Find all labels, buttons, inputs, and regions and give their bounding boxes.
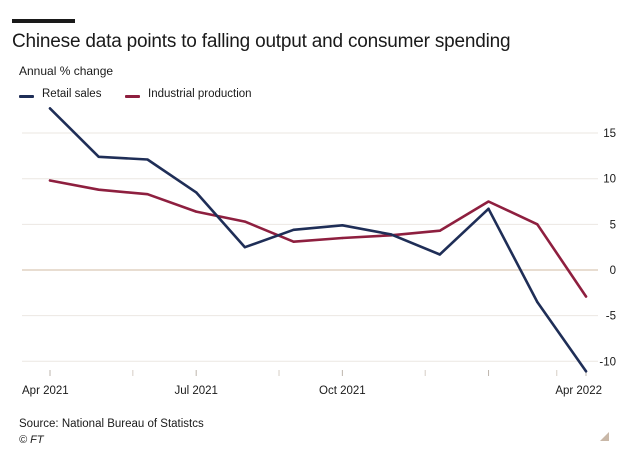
y-tick-label: 5 (610, 219, 616, 231)
data-point-industrial-production (341, 236, 344, 240)
data-point-retail-sales (584, 370, 588, 373)
grid-layer (22, 132, 598, 362)
data-point-retail-sales (341, 224, 344, 227)
x-tick-label: Apr 2021 (22, 385, 69, 397)
data-point-retail-sales (389, 233, 393, 236)
top-accent-rule (12, 19, 75, 23)
data-point-retail-sales (48, 107, 52, 110)
data-point-industrial-production (487, 200, 490, 203)
y-tick-label: 15 (603, 128, 616, 140)
chart-title: Chinese data points to falling output an… (12, 31, 511, 52)
y-tick-label: 0 (610, 265, 616, 277)
ft-credit: © FT (19, 434, 44, 446)
data-point-industrial-production (292, 240, 295, 243)
data-point-industrial-production (97, 188, 100, 191)
data-point-retail-sales (146, 158, 149, 161)
legend-label-industrial-production: Industrial production (148, 88, 252, 100)
x-tick-label: Oct 2021 (319, 385, 366, 397)
data-point-industrial-production (243, 220, 247, 223)
series-line-industrial-production (48, 179, 588, 298)
data-point-retail-sales (243, 245, 247, 249)
tick-layer: 15 10 5 0 -5 -10 Apr 2021 Jul 2021 Oct 2021 Apr 2… (22, 128, 616, 397)
series-layer (48, 107, 588, 373)
legend-label-retail-sales: Retail sales (42, 88, 102, 100)
data-point-industrial-production (438, 229, 442, 232)
data-point-industrial-production (536, 223, 539, 226)
data-point-industrial-production (584, 295, 588, 298)
x-tick-label: Jul 2021 (174, 385, 217, 397)
data-point-retail-sales (292, 228, 295, 232)
source-note: Source: National Bureau of Statistcs (19, 418, 204, 430)
data-point-retail-sales (438, 253, 442, 256)
data-point-industrial-production (194, 210, 198, 213)
resize-corner-mark (600, 432, 609, 441)
series-line-retail-sales (48, 107, 588, 373)
data-point-retail-sales (487, 207, 490, 211)
y-tick-label: -10 (599, 356, 616, 368)
data-point-industrial-production (48, 179, 52, 182)
data-point-industrial-production (146, 193, 149, 196)
legend-swatch-retail-sales (19, 95, 34, 98)
legend-swatch-industrial-production (125, 95, 140, 98)
data-point-retail-sales (97, 155, 100, 158)
y-tick-label: -5 (606, 311, 616, 323)
x-tick-label: Apr 2022 (555, 385, 602, 397)
data-point-retail-sales (536, 300, 539, 304)
data-point-retail-sales (194, 191, 198, 194)
chart-subtitle: Annual % change (19, 64, 114, 78)
y-tick-label: 10 (603, 174, 616, 186)
